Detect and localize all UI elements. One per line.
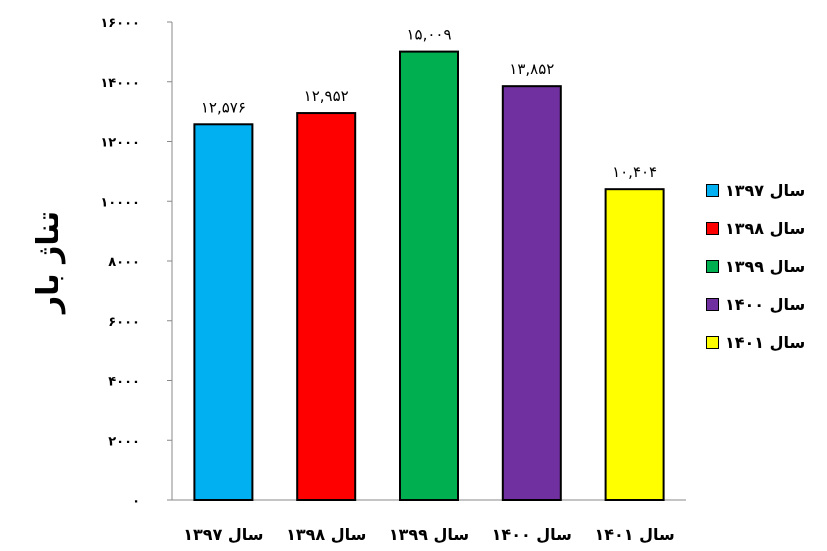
- legend-item: سال ۱۴۰۱: [706, 330, 816, 354]
- legend-label: سال ۱۳۹۷: [725, 180, 806, 200]
- x-category-label: سال ۱۴۰۱: [594, 525, 674, 544]
- legend-label: سال ۱۴۰۰: [725, 294, 806, 314]
- bar[interactable]: [604, 188, 665, 501]
- legend-item: سال ۱۳۹۷: [706, 178, 816, 202]
- legend: سال ۱۳۹۷ سال ۱۳۹۸ سال ۱۳۹۹ سال ۱۴۰۰ سال ۱۴۰۱: [706, 178, 816, 368]
- y-tick-label: ۸۰۰۰: [108, 255, 140, 270]
- y-tick-label: ۶۰۰۰: [108, 315, 140, 330]
- legend-item: سال ۱۳۹۹: [706, 254, 816, 278]
- data-label: ۱۵,۰۰۹: [406, 26, 451, 44]
- x-category-label: سال ۱۳۹۷: [183, 525, 263, 544]
- y-tick-label: ۱۰۰۰۰: [100, 195, 140, 210]
- legend-swatch: [706, 183, 719, 197]
- x-category-label: سال ۱۴۰۰: [492, 525, 572, 544]
- y-tick-label: ۴۰۰۰: [108, 375, 140, 390]
- y-axis-label: تناژ بار: [31, 211, 66, 315]
- data-label: ۱۲,۵۷۶: [201, 98, 246, 116]
- y-tick-label: ۱۴۰۰۰: [100, 76, 140, 91]
- data-label: ۱۳,۸۵۲: [509, 60, 554, 78]
- legend-label: سال ۱۳۹۹: [725, 256, 806, 276]
- y-tick-label: ۲۰۰۰: [108, 434, 140, 449]
- x-category-label: سال ۱۳۹۹: [389, 525, 469, 544]
- bar[interactable]: [501, 85, 562, 501]
- legend-swatch: [706, 221, 719, 235]
- legend-item: سال ۱۳۹۸: [706, 216, 816, 240]
- bar[interactable]: [399, 50, 459, 501]
- data-label: ۱۲,۹۵۲: [304, 87, 349, 105]
- y-tick-label: ۱۲۰۰۰: [100, 136, 140, 151]
- data-label: ۱۰,۴۰۴: [612, 163, 657, 181]
- legend-swatch: [706, 335, 719, 349]
- bar[interactable]: [296, 112, 357, 502]
- bar[interactable]: [193, 123, 254, 502]
- legend-label: سال ۱۳۹۸: [725, 218, 806, 238]
- legend-item: سال ۱۴۰۰: [706, 292, 816, 316]
- legend-swatch: [706, 297, 719, 311]
- legend-swatch: [706, 259, 719, 273]
- plot-area: ۰ ۲۰۰۰ ۴۰۰۰ ۶۰۰۰ ۸۰۰۰ ۱۰۰۰۰ ۱۲۰۰۰ ۱۴۰۰۰ ۱۶۰۰۰ ۱۲,…: [100, 16, 686, 544]
- y-tick-label: ۰: [132, 494, 140, 509]
- x-category-label: سال ۱۳۹۸: [286, 525, 366, 544]
- y-tick-label: ۱۶۰۰۰: [100, 16, 140, 31]
- legend-label: سال ۱۴۰۱: [725, 332, 806, 352]
